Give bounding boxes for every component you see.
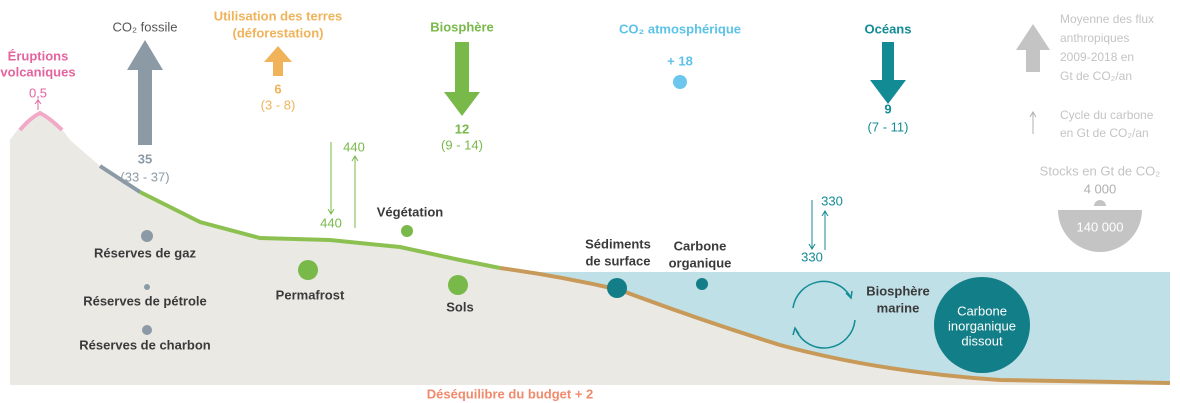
volcanic-label: Éruptions xyxy=(8,48,69,63)
fossil-slope xyxy=(98,164,142,194)
seabed xyxy=(499,266,1171,385)
permafrost-dot xyxy=(298,260,318,280)
land-use-arrow xyxy=(264,46,292,76)
land xyxy=(10,113,1170,385)
legend-anthropic: anthropiques xyxy=(1060,31,1129,45)
biosphere-range: (9 - 14) xyxy=(441,137,483,152)
land-down-arrow xyxy=(327,142,335,215)
legend-cycle: Cycle du carbone xyxy=(1060,108,1154,122)
legend-big-circle xyxy=(1058,210,1142,252)
legend-anthropic: 2009-2018 en xyxy=(1060,50,1134,64)
dissolved-dot xyxy=(934,277,1030,373)
legend-small-arrow xyxy=(1029,111,1037,134)
vegetation-dot xyxy=(401,225,413,237)
atmosphere-label: CO₂ atmosphérique xyxy=(619,21,741,36)
dissolved-label: Carbone xyxy=(957,303,1007,318)
legend-small-stock: 4 000 xyxy=(1084,181,1117,196)
soils-dot xyxy=(448,275,468,295)
dissolved-label: inorganique xyxy=(948,318,1016,333)
sediments-label: de surface xyxy=(585,253,650,268)
organic-dot xyxy=(696,278,708,290)
fossil-range: (33 - 37) xyxy=(120,169,169,184)
imbalance-label: Déséquilibre du budget + 2 xyxy=(427,386,594,401)
ocean-up-value: 330 xyxy=(821,193,843,208)
marine-label: marine xyxy=(877,300,920,315)
coal-dot xyxy=(142,325,152,335)
oil-dot xyxy=(144,284,150,290)
marine-label: Biosphère xyxy=(866,283,930,298)
biosphere-arrow xyxy=(444,42,480,116)
atmosphere-dot xyxy=(673,75,687,89)
gas-label: Réserves de gaz xyxy=(94,245,196,260)
permafrost-label: Permafrost xyxy=(276,287,345,302)
legend-anthropic: Moyenne des flux xyxy=(1060,12,1154,26)
marine-cycle-heads xyxy=(792,290,853,336)
oil-label: Réserves de pétrole xyxy=(83,293,207,308)
legend-anthropic: Gt de CO₂/an xyxy=(1060,69,1132,83)
volcano-rim xyxy=(18,110,64,132)
ocean-down-value: 330 xyxy=(801,249,823,264)
atmosphere-value: + 18 xyxy=(667,53,693,68)
fossil-label: CO₂ fossile xyxy=(112,19,177,34)
legend-big-stock: 140 000 xyxy=(1077,219,1124,234)
oceans-label: Océans xyxy=(865,21,912,36)
land-up-arrow xyxy=(351,155,359,228)
ocean-down-arrow xyxy=(808,200,816,250)
dissolved-label: dissout xyxy=(961,333,1003,348)
oceans-value: 9 xyxy=(884,101,891,116)
land-use-label: Utilisation des terres xyxy=(214,8,343,23)
land-use-value: 6 xyxy=(274,81,281,96)
volcanic-label: volcaniques xyxy=(0,64,75,79)
land-up-value: 440 xyxy=(343,139,365,154)
legend-stocks: Stocks en Gt de CO₂ xyxy=(1040,163,1161,178)
gas-dot xyxy=(141,230,153,242)
ocean-up-arrow xyxy=(821,210,829,250)
volcanic-flux: 0,5 xyxy=(29,85,47,100)
land-down-value: 440 xyxy=(320,215,342,230)
oceans-range: (7 - 11) xyxy=(868,119,909,134)
biosphere-value: 12 xyxy=(455,121,469,136)
organic-label: Carbone xyxy=(674,238,727,253)
land-use-range: (3 - 8) xyxy=(261,97,296,112)
fossil-value: 35 xyxy=(138,151,152,166)
fossil-arrow xyxy=(127,40,163,145)
legend-cycle: en Gt de CO₂/an xyxy=(1060,126,1149,140)
biosphere-label: Biosphère xyxy=(430,19,494,34)
legend-small-circle xyxy=(1094,200,1106,206)
sediments-label: Sédiments xyxy=(585,236,651,251)
sediments-dot xyxy=(607,278,627,298)
soils-label: Sols xyxy=(446,299,473,314)
marine-cycle xyxy=(792,280,856,349)
land-use-label: (déforestation) xyxy=(233,25,324,40)
vegetation-label: Végétation xyxy=(377,204,444,219)
oceans-arrow xyxy=(870,42,906,104)
volcanic-arrow xyxy=(34,99,42,110)
coal-label: Réserves de charbon xyxy=(79,337,211,352)
legend-big-arrow xyxy=(1016,24,1050,72)
vegetation-line xyxy=(139,190,501,270)
organic-label: organique xyxy=(669,255,732,270)
